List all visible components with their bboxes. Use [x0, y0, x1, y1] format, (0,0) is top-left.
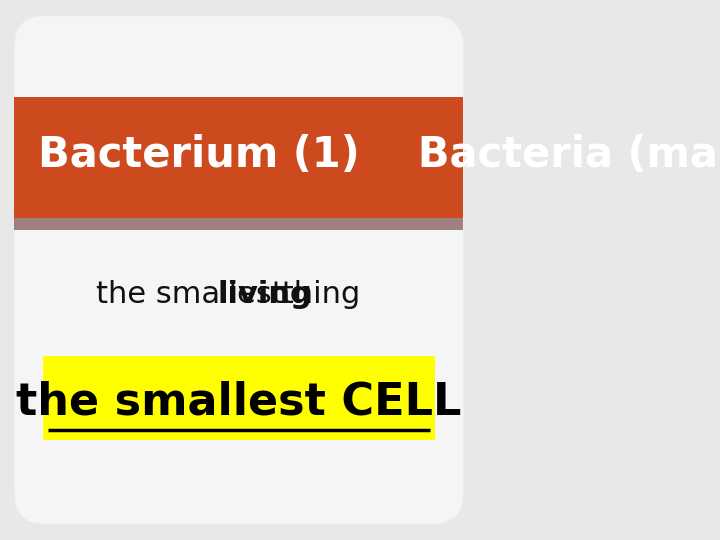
Text: Bacterium (1)    Bacteria (many): Bacterium (1) Bacteria (many)	[38, 134, 720, 176]
Bar	[14, 97, 464, 230]
FancyBboxPatch shape	[14, 16, 464, 524]
Text: living: living	[217, 280, 312, 309]
Bar	[14, 218, 464, 230]
Text: the smallest CELL: the smallest CELL	[16, 381, 462, 424]
Text: the smallest: the smallest	[96, 280, 293, 309]
Bar	[43, 356, 435, 440]
Text: thing: thing	[272, 280, 361, 309]
